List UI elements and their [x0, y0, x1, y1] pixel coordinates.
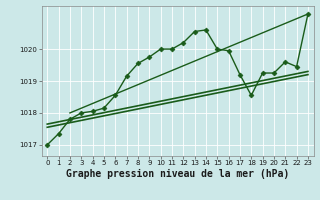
X-axis label: Graphe pression niveau de la mer (hPa): Graphe pression niveau de la mer (hPa) [66, 169, 289, 179]
